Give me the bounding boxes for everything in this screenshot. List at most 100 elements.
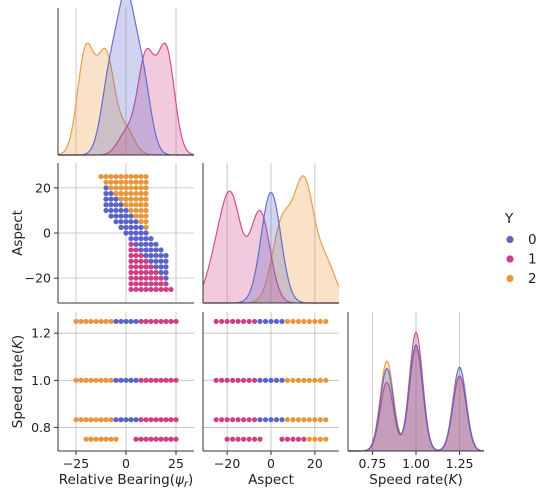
scatter-ba-point-38 (123, 213, 129, 219)
scatter-as-point-3 (240, 436, 247, 442)
scatter-ba-point-103 (138, 202, 144, 208)
scatter-bs-point-56 (168, 377, 174, 383)
scatter-as-point-17 (219, 417, 225, 423)
scatter-bs-point-71 (138, 318, 144, 325)
scatter-ba-point-101 (138, 213, 144, 219)
scatter-bs-point-16 (73, 417, 79, 423)
scatter-ba-point-131 (148, 281, 154, 287)
scatter-ba-point-33 (118, 179, 124, 185)
scatter-ba-point-22 (113, 185, 119, 191)
scatter-ba-point-158 (163, 281, 169, 287)
scatter-bs-point-18 (83, 417, 89, 423)
scatter-as-xtick-label-0: −20 (214, 456, 240, 471)
scatter-bs-point-11 (153, 436, 159, 442)
scatter-as-point-34 (312, 417, 318, 423)
scatter-as-point-37 (213, 377, 219, 383)
scatter-ba-point-75 (133, 241, 139, 247)
scatter-ba-point-161 (163, 264, 169, 270)
scatter-ba-point-151 (158, 275, 164, 281)
scatter-ba-point-41 (123, 196, 129, 202)
scatter-bs-point-40 (88, 377, 94, 383)
scatter-as-point-58 (213, 318, 219, 325)
scatter-ba-point-55 (128, 236, 134, 242)
scatter-bs-point-3 (98, 436, 104, 442)
scatter-ba-point-63 (128, 190, 134, 197)
scatter-ba-point-154 (158, 258, 164, 264)
scatter-ba-point-137 (148, 247, 154, 253)
scatter-as-point-71 (284, 318, 291, 325)
scatter-ba-point-20 (113, 196, 119, 202)
scatter-bs-point-1 (88, 436, 94, 442)
scatter-ba-point-76 (133, 236, 139, 242)
scatter-bs-point-4 (103, 436, 109, 442)
scatter-bs-point-53 (153, 377, 159, 383)
scatter-as-point-10 (295, 436, 302, 442)
scatter-bs-point-2 (93, 436, 99, 442)
scatter-bs-point-65 (108, 318, 114, 325)
scatter-ba-point-34 (118, 173, 124, 180)
scatter-ba-point-107 (138, 179, 144, 185)
scatter-ba-point-150 (158, 281, 164, 287)
scatter-ba-point-57 (128, 224, 134, 230)
scatter-as-point-75 (306, 318, 312, 325)
scatter-ba-point-155 (158, 252, 164, 259)
scatter-ba-point-115 (143, 252, 149, 259)
scatter-ba-point-1 (103, 207, 109, 214)
legend-marker-0 (506, 235, 514, 244)
scatter-ba-point-147 (153, 247, 159, 253)
scatter-bs-point-28 (133, 417, 139, 423)
scatter-bs-point-13 (163, 436, 169, 442)
scatter-ba-point-26 (118, 219, 124, 225)
scatter-ba-point-8 (108, 213, 114, 219)
scatter-ba-point-27 (118, 213, 124, 219)
scatter-ba-point-3 (103, 196, 109, 202)
scatter-as-point-29 (284, 417, 291, 423)
scatter-bs-point-7 (133, 436, 139, 442)
kde-aspect-fill-class-2 (203, 175, 339, 303)
scatter-ba-point-45 (123, 173, 129, 180)
scatter-as-point-45 (257, 377, 263, 383)
scatter-ba-point-82 (133, 202, 139, 208)
scatter-ba-point-126 (143, 190, 149, 197)
scatter-as-point-74 (301, 318, 307, 325)
xlabel-speed-symbol: K (449, 472, 459, 488)
scatter-ba-point-105 (138, 190, 144, 197)
scatter-ba-point-157 (163, 286, 169, 293)
scatter-bs-point-50 (138, 377, 144, 383)
scatter-ba-point-10 (108, 202, 114, 208)
scatter-ba-point-100 (138, 219, 144, 225)
scatter-ba-point-159 (163, 275, 169, 281)
scatter-ba-point-36 (123, 224, 129, 230)
scatter-bs-point-78 (173, 318, 179, 325)
scatter-ba-point-15 (108, 173, 114, 180)
kde-speed-fill-class-0 (348, 344, 484, 451)
scatter-as-point-78 (323, 318, 329, 325)
kde-bearing-fill-class-0 (58, 0, 194, 155)
scatter-bs-point-19 (88, 417, 94, 423)
scatter-ba-point-120 (143, 224, 149, 230)
scatter-as-point-47 (268, 377, 274, 383)
scatter-bs-point-77 (168, 318, 174, 325)
scatter-as-point-62 (235, 318, 241, 325)
scatter-bs-point-38 (78, 377, 84, 383)
scatter-bs-point-9 (143, 436, 149, 442)
scatter-ba-point-60 (128, 207, 134, 214)
diag-speed-xtick-label-2: 1.25 (446, 456, 474, 471)
legend-label-1: 1 (528, 252, 537, 268)
scatter-ba-point-31 (118, 190, 124, 197)
xlabel-speed-end: ) (457, 472, 462, 488)
xlabel-aspect: Aspect (248, 472, 294, 488)
scatter-as-point-18 (224, 417, 230, 423)
scatter-bs-point-30 (143, 417, 149, 423)
scatter-bs-point-57 (173, 377, 179, 383)
scatter-as-point-59 (219, 318, 225, 325)
scatter-ba-point-46 (128, 286, 134, 293)
scatter-as-point-4 (246, 436, 252, 442)
scatter-ba-point-89 (138, 281, 144, 287)
scatter-ba-point-163 (163, 252, 169, 259)
scatter-bs-point-17 (78, 417, 84, 423)
scatter-bs-point-14 (168, 436, 174, 442)
xlabel-bearing-symbol: ψ (175, 472, 185, 488)
diag-speed-xtick-label-0: 0.75 (358, 456, 386, 471)
